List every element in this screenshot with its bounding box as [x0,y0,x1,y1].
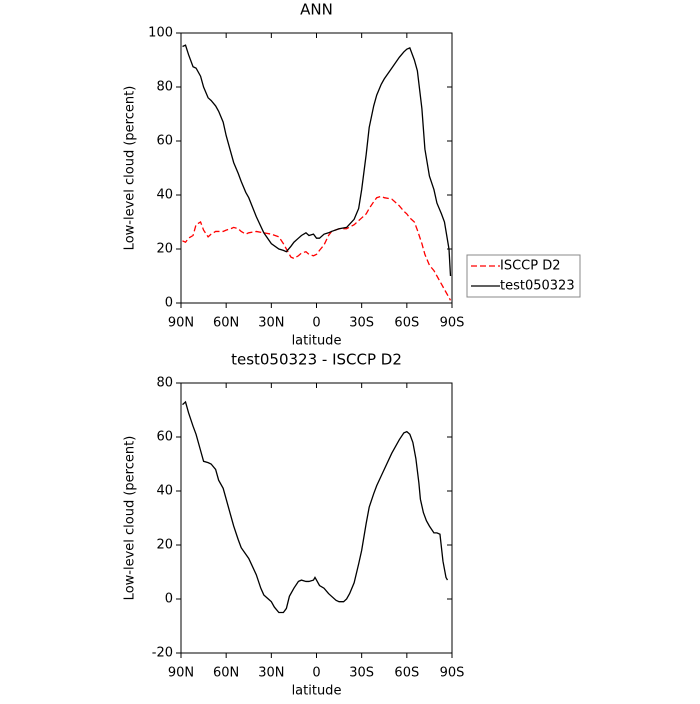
chart-title: ANN [300,1,333,19]
y-tick-label: -20 [152,646,173,661]
legend-label: ISCCP D2 [500,259,561,274]
y-tick-label: 40 [156,484,173,499]
x-tick-label: 90N [168,316,194,331]
x-tick-label: 30N [258,666,284,681]
x-tick-label: 60N [213,666,239,681]
x-tick-label: 0 [312,666,320,681]
x-tick-label: 90S [440,316,465,331]
y-tick-label: 80 [156,376,173,391]
y-tick-label: 20 [156,242,173,257]
x-tick-label: 90N [168,666,194,681]
y-axis-label: Low-level cloud (percent) [123,86,138,251]
x-axis-label: latitude [292,684,342,699]
x-tick-label: 30N [258,316,284,331]
x-tick-label: 60N [213,316,239,331]
data-line [182,400,449,614]
data-line [182,44,452,277]
chart-title: test050323 - ISCCP D2 [231,351,402,369]
x-tick-label: 60S [394,666,419,681]
y-tick-label: 80 [156,80,173,95]
legend-box [466,254,581,298]
y-tick-label: 20 [156,538,173,553]
y-tick-label: 40 [156,188,173,203]
plot-frame [180,32,453,304]
y-tick-label: 60 [156,134,173,149]
y-axis-label: Low-level cloud (percent) [123,436,138,601]
plot-frame [180,382,453,654]
x-tick-label: 90S [440,666,465,681]
y-tick-label: 0 [165,296,173,311]
x-tick-label: 30S [349,666,374,681]
x-tick-label: 0 [312,316,320,331]
y-tick-label: 60 [156,430,173,445]
y-tick-label: 100 [148,26,173,41]
legend-label: test050323 [500,279,575,294]
y-tick-label: 0 [165,592,173,607]
data-line [182,195,452,301]
x-tick-label: 60S [394,316,419,331]
x-axis-label: latitude [292,334,342,349]
x-tick-label: 30S [349,316,374,331]
